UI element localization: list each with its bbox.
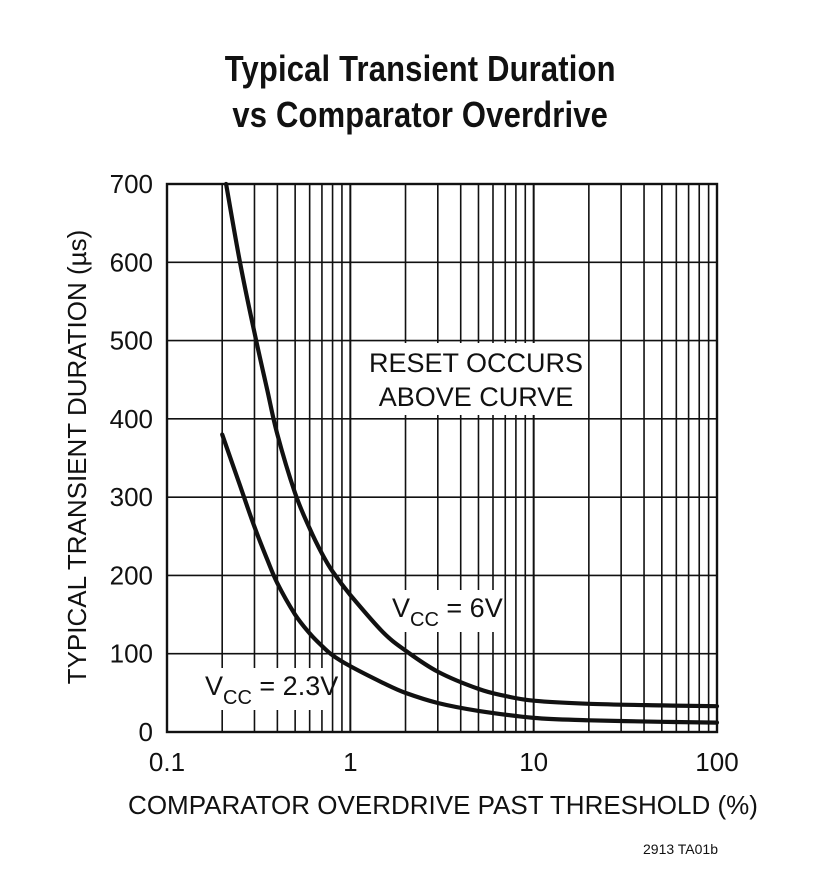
series-line-vcc-6v bbox=[224, 181, 720, 709]
series-line-vcc-2-3v bbox=[220, 432, 720, 725]
grid bbox=[167, 184, 717, 732]
x-tick-label: 1 bbox=[343, 747, 357, 777]
plot-frame bbox=[165, 182, 719, 734]
x-tick-label: 100 bbox=[695, 747, 738, 777]
x-axis-label: COMPARATOR OVERDRIVE PAST THRESHOLD (%) bbox=[128, 790, 758, 820]
chart-title-line-1: Typical Transient Duration bbox=[224, 48, 616, 89]
y-tick-label: 100 bbox=[110, 639, 153, 669]
y-tick-label: 0 bbox=[139, 717, 153, 747]
labels: RESET OCCURS ABOVE CURVE COMPARATOR OVER… bbox=[62, 169, 758, 857]
y-tick-label: 500 bbox=[110, 326, 153, 356]
series-label-vcc-6v: VCC = 6V bbox=[392, 593, 503, 631]
series-label-vcc-2-3v-bg bbox=[198, 668, 331, 710]
y-tick-label: 300 bbox=[110, 482, 153, 512]
series-label-vcc-2-3v: VCC = 2.3V bbox=[205, 671, 338, 709]
annotation-background bbox=[378, 343, 574, 415]
x-tick-label: 10 bbox=[519, 747, 548, 777]
annotation-reset-line-1: RESET OCCURS bbox=[369, 348, 583, 378]
y-tick-label: 700 bbox=[110, 169, 153, 199]
y-tick-label: 400 bbox=[110, 404, 153, 434]
plot-border bbox=[165, 182, 719, 734]
figure-id: 2913 TA01b bbox=[643, 841, 718, 857]
series-label-vcc-6v-bg bbox=[386, 590, 494, 632]
y-axis-label: TYPICAL TRANSIENT DURATION (µs) bbox=[62, 230, 92, 685]
y-tick-label: 200 bbox=[110, 560, 153, 590]
chart-title-line-2: vs Comparator Overdrive bbox=[232, 94, 609, 135]
series-layer bbox=[220, 181, 720, 725]
annotation-reset-line-2: ABOVE CURVE bbox=[379, 382, 574, 412]
y-tick-label: 600 bbox=[110, 247, 153, 277]
x-tick-label: 0.1 bbox=[149, 747, 185, 777]
